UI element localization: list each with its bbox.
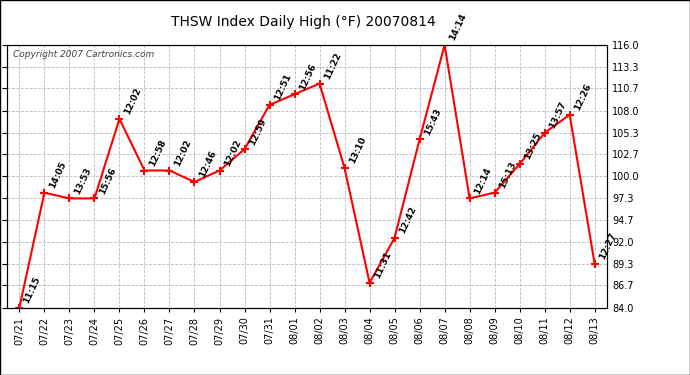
Text: 15:13: 15:13 (497, 160, 518, 190)
Text: 11:15: 11:15 (22, 275, 43, 305)
Text: 13:25: 13:25 (522, 131, 543, 161)
Text: 12:58: 12:58 (147, 138, 168, 168)
Text: 13:57: 13:57 (547, 100, 568, 130)
Text: Copyright 2007 Cartronics.com: Copyright 2007 Cartronics.com (13, 50, 154, 59)
Text: 12:51: 12:51 (273, 72, 293, 102)
Text: THSW Index Daily High (°F) 20070814: THSW Index Daily High (°F) 20070814 (171, 15, 436, 29)
Text: 12:46: 12:46 (197, 149, 217, 179)
Text: 15:43: 15:43 (422, 107, 443, 136)
Text: 14:05: 14:05 (47, 160, 68, 190)
Text: 12:02: 12:02 (172, 138, 193, 168)
Text: 11:31: 11:31 (373, 251, 393, 280)
Text: 13:53: 13:53 (72, 166, 92, 196)
Text: 12:14: 12:14 (473, 166, 493, 196)
Text: 12:02: 12:02 (122, 86, 142, 116)
Text: 12:27: 12:27 (598, 231, 618, 261)
Text: 12:42: 12:42 (397, 205, 417, 235)
Text: 11:22: 11:22 (322, 51, 343, 81)
Text: 12:59: 12:59 (247, 117, 268, 146)
Text: 15:56: 15:56 (97, 166, 117, 196)
Text: 14:14: 14:14 (447, 12, 468, 42)
Text: 12:26: 12:26 (573, 82, 593, 112)
Text: 12:56: 12:56 (297, 62, 317, 92)
Text: 12:02: 12:02 (222, 138, 242, 168)
Text: 13:10: 13:10 (347, 136, 368, 165)
